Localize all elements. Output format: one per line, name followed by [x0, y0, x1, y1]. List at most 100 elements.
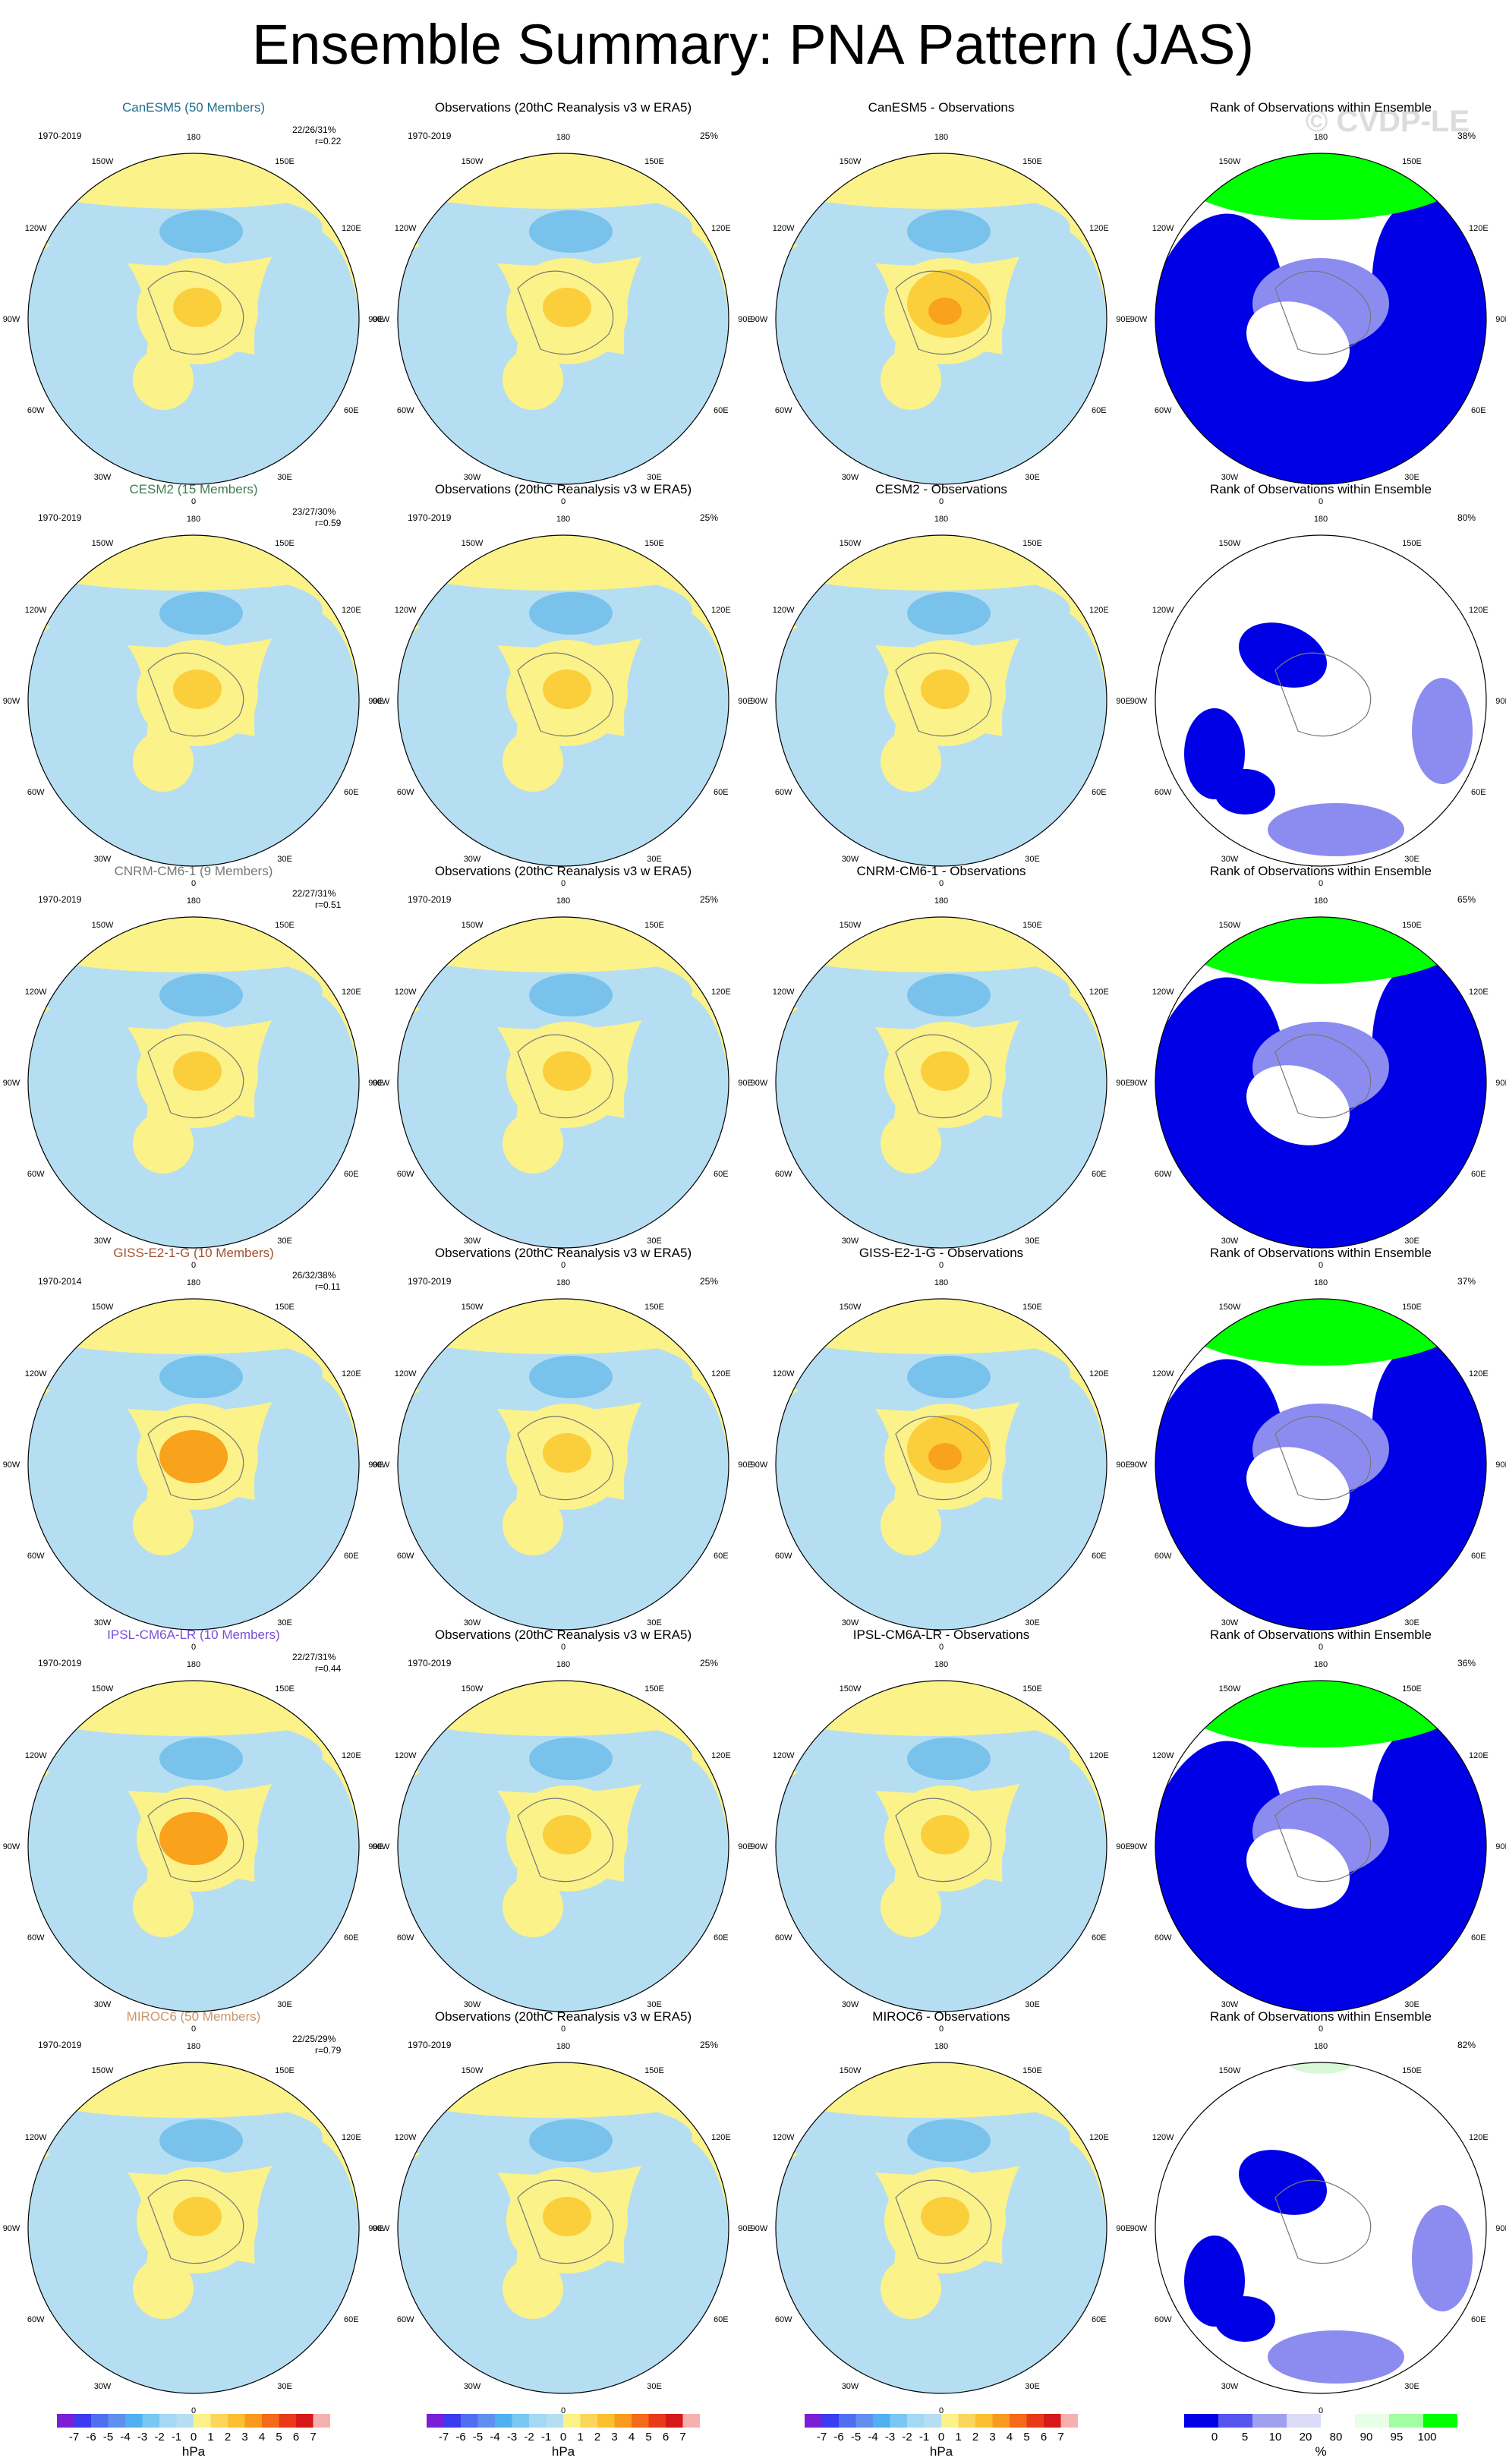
- rank-high-region: [1169, 153, 1473, 220]
- colorbar-tick-label: 3: [241, 2431, 248, 2444]
- colorbar-swatch: [477, 2414, 496, 2428]
- longitude-label: 150E: [1402, 539, 1422, 548]
- longitude-label: 60E: [714, 1170, 729, 1179]
- positive-region: [133, 349, 194, 410]
- longitude-label: 60E: [714, 2315, 729, 2324]
- longitude-label: 0: [561, 1643, 566, 1652]
- longitude-label: 90E: [1116, 1079, 1131, 1088]
- positive-core: [543, 288, 591, 327]
- rank-low-region: [1215, 2296, 1275, 2342]
- negative-region: [624, 1755, 729, 1983]
- diff-map-row-4: 180 150E 120E 90E 60E 30E 0 30W 60W 90W 120W 150W: [751, 1278, 1131, 1652]
- coastline: [895, 1416, 992, 1501]
- longitude-label: 180: [1314, 2042, 1328, 2051]
- longitude-label: 60W: [775, 1552, 792, 1561]
- longitude-label: 60W: [1155, 1552, 1172, 1561]
- negative-region: [1002, 1755, 1107, 1983]
- colorbar-swatch: [821, 2414, 840, 2428]
- positive-region: [776, 917, 1107, 972]
- longitude-label: 120W: [1152, 2133, 1174, 2142]
- colorbar-swatch: [108, 2414, 126, 2428]
- colorbar-swatch: [512, 2414, 530, 2428]
- colorbar-tick-label: -5: [102, 2431, 114, 2444]
- negative-region: [28, 1763, 148, 1960]
- colorbar-tick-label: 0: [1211, 2431, 1218, 2444]
- positive-region: [776, 1681, 1107, 1736]
- colorbar-swatch: [142, 2414, 160, 2428]
- longitude-label: 30W: [464, 855, 481, 864]
- longitude-label: 90E: [1116, 2224, 1131, 2233]
- model-map-row-1: 180 150E 120E 90E 60E 30E 0 30W 60W 90W 120W 150W: [3, 133, 383, 506]
- longitude-label: 30W: [842, 1618, 859, 1627]
- longitude-label: 60E: [1471, 1552, 1486, 1561]
- model-map-row-5: 180 150E 120E 90E 60E 30E 0 30W 60W 90W 120W 150W: [3, 1660, 383, 2034]
- coastline: [147, 1798, 244, 1883]
- longitude-label: 120W: [25, 606, 47, 615]
- colorbar-swatch: [682, 2414, 700, 2428]
- longitude-label: 60W: [775, 788, 792, 797]
- longitude-label: 0: [1319, 497, 1323, 506]
- obs-title: Observations (20thC Reanalysis v3 w ERA5…: [434, 864, 692, 878]
- map-border: [1155, 1680, 1487, 2012]
- longitude-label: 60E: [344, 788, 359, 797]
- negative-region: [254, 610, 359, 837]
- longitude-label: 30W: [842, 2382, 859, 2391]
- longitude-label: 120W: [395, 224, 417, 233]
- longitude-label: 60W: [775, 2315, 792, 2324]
- longitude-label: 30W: [1221, 2382, 1239, 2391]
- coastline: [1274, 1416, 1372, 1501]
- longitude-label: 90E: [1116, 315, 1131, 324]
- model-stats: 22/26/31%: [292, 124, 336, 135]
- longitude-label: 30W: [1221, 855, 1239, 864]
- positive-region: [881, 1113, 941, 1174]
- longitude-label: 60W: [775, 1170, 792, 1179]
- rank-high-region: [1169, 1681, 1473, 1747]
- coastline: [517, 1416, 614, 1501]
- rank-map-row-1: 180 150E 120E 90E 60E 30E 0 30W 60W 90W 120W 150W: [1130, 133, 1506, 506]
- longitude-label: 150W: [1219, 1303, 1241, 1312]
- colorbar-swatch: [159, 2414, 177, 2428]
- page-title: Ensemble Summary: PNA Pattern (JAS): [251, 13, 1255, 76]
- rank-mid-region: [1246, 1829, 1350, 1909]
- colorbar-tick-label: 7: [310, 2431, 317, 2444]
- longitude-label: 180: [556, 515, 570, 524]
- longitude-label: 120W: [25, 2133, 47, 2142]
- negative-core: [159, 1356, 243, 1398]
- diff-title: IPSL-CM6A-LR - Observations: [852, 1627, 1030, 1642]
- longitude-label: 90E: [738, 1460, 753, 1470]
- longitude-label: 90E: [738, 315, 753, 324]
- longitude-label: 150E: [1022, 1684, 1042, 1694]
- colorbar-swatch: [443, 2414, 462, 2428]
- model-title: CanESM5 (50 Members): [121, 100, 265, 115]
- colorbar-swatch: [313, 2414, 330, 2428]
- longitude-label: 30E: [1404, 855, 1419, 864]
- longitude-label: 30E: [647, 1618, 662, 1627]
- colorbar-tick-label: -1: [918, 2431, 930, 2444]
- colorbar-tick-label: 2: [972, 2431, 979, 2444]
- longitude-label: 120W: [25, 988, 47, 997]
- longitude-label: 0: [561, 879, 566, 888]
- longitude-label: 120E: [1089, 606, 1109, 615]
- map-border: [397, 1680, 729, 2012]
- model-period: 1970-2019: [38, 894, 82, 905]
- diff-title: CanESM5 - Observations: [868, 100, 1015, 115]
- colorbar-swatch: [74, 2414, 92, 2428]
- longitude-label: 180: [187, 515, 200, 524]
- longitude-label: 120E: [711, 606, 731, 615]
- colorbar-swatch: [228, 2414, 245, 2428]
- longitude-label: 180: [187, 2042, 200, 2051]
- longitude-label: 180: [187, 133, 200, 142]
- longitude-label: 120W: [395, 606, 417, 615]
- longitude-label: 60E: [1092, 788, 1107, 797]
- positive-max: [159, 1812, 228, 1865]
- longitude-label: 90E: [1495, 697, 1506, 706]
- rank-title: Rank of Observations within Ensemble: [1210, 482, 1432, 496]
- longitude-label: 150E: [644, 1684, 664, 1694]
- colorbar-swatch: [1321, 2414, 1356, 2428]
- colorbar-swatch: [563, 2414, 581, 2428]
- positive-region: [503, 1876, 563, 1937]
- longitude-label: 90E: [738, 2224, 753, 2233]
- longitude-label: 150E: [644, 157, 664, 166]
- longitude-label: 120W: [1152, 606, 1174, 615]
- rank-lowmid-region: [1412, 2205, 1473, 2311]
